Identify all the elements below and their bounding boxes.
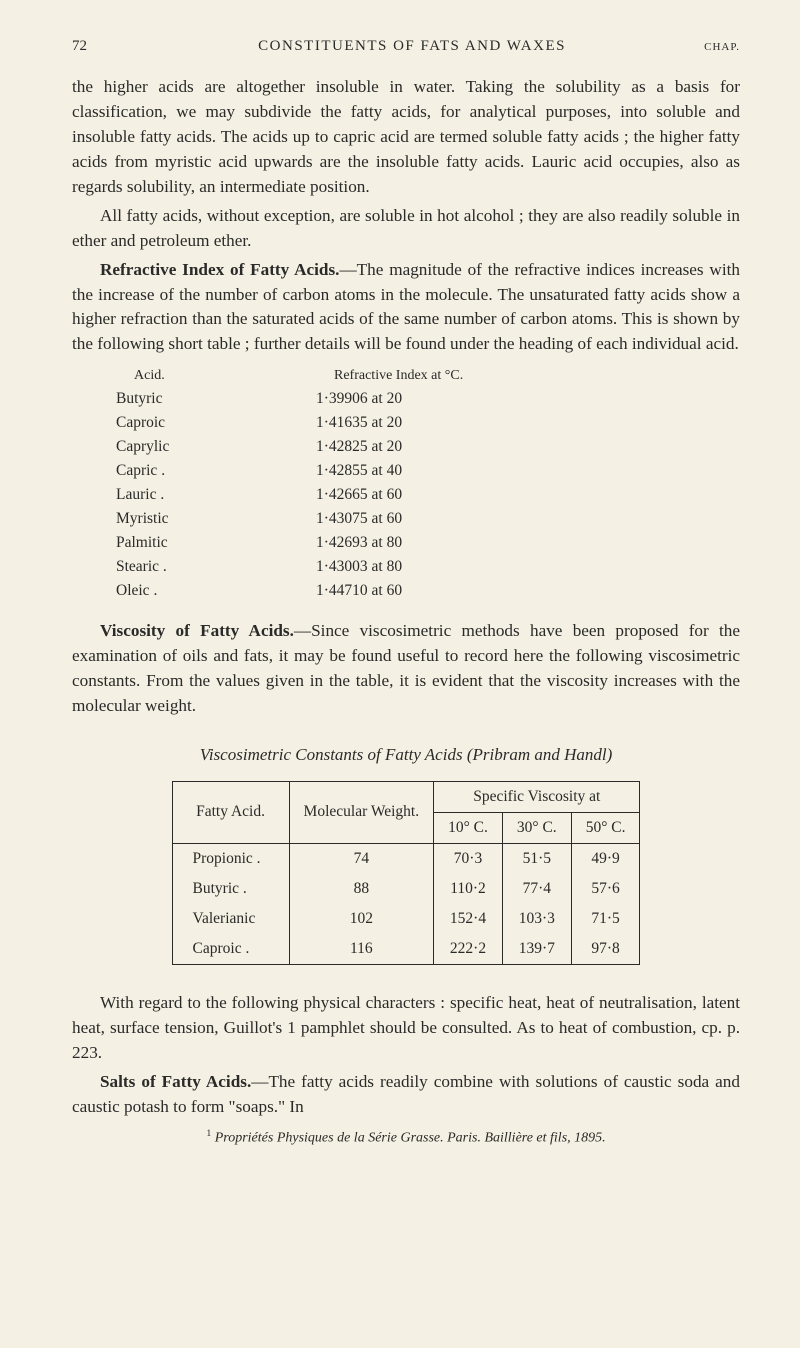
table-row: Lauric .1·42665 at 60 (72, 483, 740, 507)
cell-value: 1·41635 at 20 (316, 411, 546, 435)
chapter-label: CHAP. (704, 41, 740, 53)
cell-acid: Caproic (72, 411, 316, 435)
page-header: 72 CONSTITUENTS OF FATS AND WAXES CHAP. (72, 38, 740, 55)
cell-weight: 88 (289, 874, 434, 904)
cell-value: 1·39906 at 20 (316, 387, 546, 411)
cell-value: 1·43075 at 60 (316, 507, 546, 531)
table-row: Caproic . 116 222·2 139·7 97·8 (172, 934, 640, 965)
viscosity-table-caption: Viscosimetric Constants of Fatty Acids (… (72, 745, 740, 765)
refractive-index-table: Acid. Refractive Index at °C. Butyric1·3… (72, 365, 740, 603)
footnote-marker: 1 (206, 1128, 211, 1139)
subhead-salts: Salts of Fatty Acids. (100, 1072, 251, 1091)
cell-acid: Myristic (72, 507, 316, 531)
cell-acid: Caprylic (72, 435, 316, 459)
running-head: CONSTITUENTS OF FATS AND WAXES (120, 38, 704, 55)
cell-acid: Palmitic (72, 531, 316, 555)
cell-acid: Capric . (72, 459, 316, 483)
table-row: Propionic . 74 70·3 51·5 49·9 (172, 843, 640, 874)
cell-acid: Caproic . (172, 934, 289, 965)
footnote: 1 Propriétés Physiques de la Série Grass… (72, 1128, 740, 1147)
cell-weight: 102 (289, 904, 434, 934)
th-30c: 30° C. (502, 812, 571, 843)
cell-10c: 110·2 (434, 874, 503, 904)
th-50c: 50° C. (571, 812, 640, 843)
cell-weight: 74 (289, 843, 434, 874)
paragraph-2: All fatty acids, without exception, are … (72, 204, 740, 254)
table-header-index: Refractive Index at °C. (334, 365, 564, 387)
table-row: Caproic1·41635 at 20 (72, 411, 740, 435)
th-10c: 10° C. (434, 812, 503, 843)
cell-50c: 57·6 (571, 874, 640, 904)
cell-50c: 49·9 (571, 843, 640, 874)
th-fatty-acid: Fatty Acid. (172, 781, 289, 843)
table-row: Stearic .1·43003 at 80 (72, 555, 740, 579)
cell-acid: Propionic . (172, 843, 289, 874)
cell-acid: Butyric (72, 387, 316, 411)
table-header-row: Acid. Refractive Index at °C. (72, 365, 740, 387)
th-spec-visc: Specific Viscosity at (434, 781, 640, 812)
cell-value: 1·44710 at 60 (316, 579, 546, 603)
cell-value: 1·42693 at 80 (316, 531, 546, 555)
table-header-acid: Acid. (72, 365, 334, 387)
cell-30c: 51·5 (502, 843, 571, 874)
paragraph-4: Viscosity of Fatty Acids.—Since viscosim… (72, 619, 740, 719)
table-row: Butyric . 88 110·2 77·4 57·6 (172, 874, 640, 904)
cell-50c: 71·5 (571, 904, 640, 934)
table-row: Caprylic1·42825 at 20 (72, 435, 740, 459)
table-row: Butyric1·39906 at 20 (72, 387, 740, 411)
subhead-viscosity: Viscosity of Fatty Acids. (100, 621, 294, 640)
cell-value: 1·42825 at 20 (316, 435, 546, 459)
cell-10c: 152·4 (434, 904, 503, 934)
table-row: Capric .1·42855 at 40 (72, 459, 740, 483)
cell-30c: 139·7 (502, 934, 571, 965)
table-row: Myristic1·43075 at 60 (72, 507, 740, 531)
paragraph-6: Salts of Fatty Acids.—The fatty acids re… (72, 1070, 740, 1120)
paragraph-3: Refractive Index of Fatty Acids.—The mag… (72, 258, 740, 358)
th-mol-weight: Molecular Weight. (289, 781, 434, 843)
cell-10c: 70·3 (434, 843, 503, 874)
paragraph-5: With regard to the following physical ch… (72, 991, 740, 1066)
cell-30c: 77·4 (502, 874, 571, 904)
page: 72 CONSTITUENTS OF FATS AND WAXES CHAP. … (0, 0, 800, 1186)
cell-acid: Butyric . (172, 874, 289, 904)
cell-acid: Lauric . (72, 483, 316, 507)
subhead-refractive: Refractive Index of Fatty Acids. (100, 260, 339, 279)
cell-value: 1·42665 at 60 (316, 483, 546, 507)
cell-weight: 116 (289, 934, 434, 965)
table-row: Palmitic1·42693 at 80 (72, 531, 740, 555)
viscosity-table: Fatty Acid. Molecular Weight. Specific V… (172, 781, 641, 965)
paragraph-1: the higher acids are altogether insolubl… (72, 75, 740, 200)
page-number: 72 (72, 38, 120, 55)
cell-acid: Valerianic (172, 904, 289, 934)
cell-acid: Stearic . (72, 555, 316, 579)
footnote-text: Propriétés Physiques de la Série Grasse.… (215, 1130, 606, 1145)
cell-acid: Oleic . (72, 579, 316, 603)
table-row: Oleic .1·44710 at 60 (72, 579, 740, 603)
cell-10c: 222·2 (434, 934, 503, 965)
cell-50c: 97·8 (571, 934, 640, 965)
table-row: Valerianic 102 152·4 103·3 71·5 (172, 904, 640, 934)
cell-value: 1·42855 at 40 (316, 459, 546, 483)
cell-30c: 103·3 (502, 904, 571, 934)
cell-value: 1·43003 at 80 (316, 555, 546, 579)
